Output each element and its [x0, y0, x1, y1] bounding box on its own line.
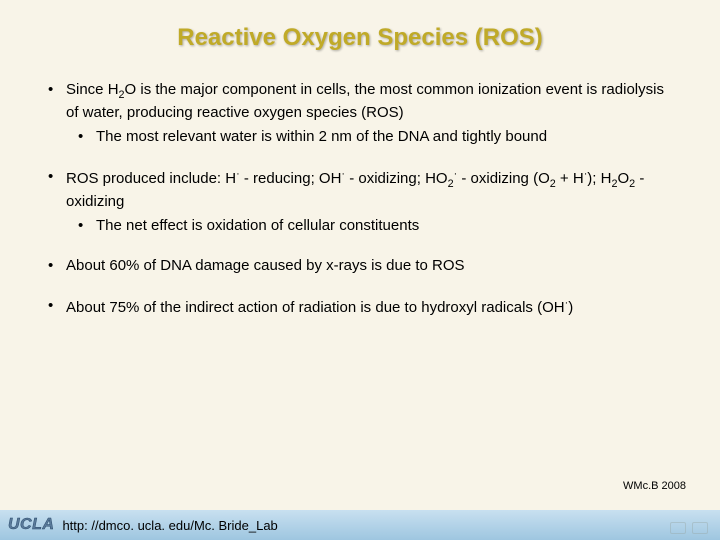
text-fragment: ROS produced include: H — [66, 170, 236, 187]
attribution-text: WMc.B 2008 — [623, 480, 686, 492]
bullet-1: Since H2O is the major component in cell… — [48, 80, 680, 123]
bullet-group-4: About 75% of the indirect action of radi… — [40, 296, 680, 318]
bullet-4: About 75% of the indirect action of radi… — [48, 296, 680, 318]
text-fragment: - oxidizing (O — [457, 170, 550, 187]
slide-content: Since H2O is the major component in cell… — [40, 80, 680, 319]
slide: Reactive Oxygen Species (ROS) Since H2O … — [0, 0, 720, 540]
bullet-group-1: Since H2O is the major component in cell… — [40, 80, 680, 147]
ucla-logo: UCLA — [8, 516, 54, 534]
bullet-2a: The net effect is oxidation of cellular … — [78, 216, 680, 236]
bullet-2: ROS produced include: H· - reducing; OH·… — [48, 167, 680, 212]
bullet-group-3: About 60% of DNA damage caused by x-rays… — [40, 256, 680, 276]
text-fragment: + H — [556, 170, 584, 187]
footer-icon — [670, 522, 686, 534]
slide-title: Reactive Oxygen Species (ROS) — [40, 24, 680, 52]
bullet-3: About 60% of DNA damage caused by x-rays… — [48, 256, 680, 276]
text-fragment: ); H — [587, 170, 611, 187]
text-fragment: O is the major component in cells, the m… — [66, 81, 664, 121]
bullet-group-2: ROS produced include: H· - reducing; OH·… — [40, 167, 680, 236]
text-fragment: ) — [568, 299, 573, 316]
footer-bar: UCLA http: //dmco. ucla. edu/Mc. Bride_L… — [0, 510, 720, 540]
text-fragment: - oxidizing; HO — [345, 170, 448, 187]
text-fragment: O — [617, 170, 629, 187]
text-fragment: - reducing; OH — [240, 170, 342, 187]
text-fragment: About 75% of the indirect action of radi… — [66, 299, 565, 316]
footer-url: http: //dmco. ucla. edu/Mc. Bride_Lab — [62, 518, 277, 533]
footer-icon — [692, 522, 708, 534]
text-fragment: Since H — [66, 81, 119, 98]
footer-icons — [670, 522, 708, 534]
bullet-1a: The most relevant water is within 2 nm o… — [78, 127, 680, 147]
